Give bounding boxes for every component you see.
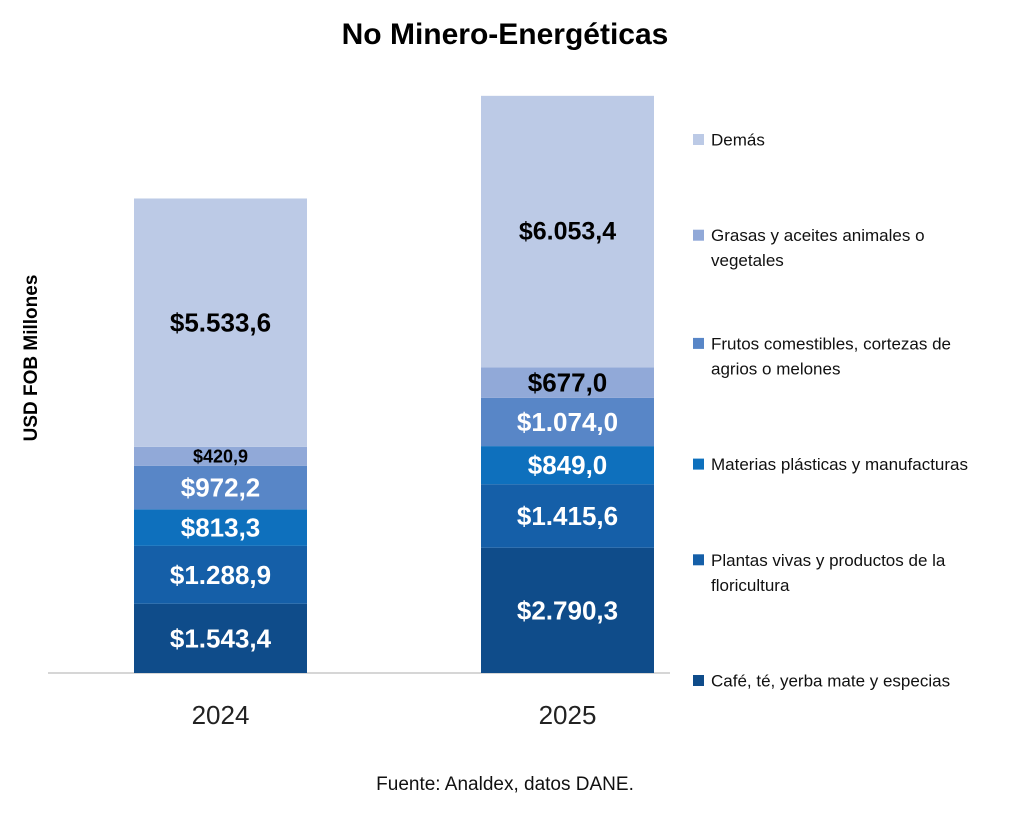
data-label: $420,9: [193, 446, 248, 466]
x-ticks-group: 2024 2025: [192, 700, 597, 730]
legend-label: Demás: [711, 131, 765, 150]
legend-item: Café, té, yerba mate y especias: [693, 672, 950, 691]
legend-item: Plantas vivas y productos de la floricult…: [693, 551, 946, 595]
legend: Café, té, yerba mate y especias Plantas v…: [693, 131, 968, 691]
legend-item: Demás: [693, 131, 765, 150]
bar-segment: [134, 465, 307, 510]
data-label: $1.288,9: [170, 560, 271, 590]
legend-swatch: [693, 229, 704, 241]
bar-segment: [481, 367, 654, 398]
data-label: $813,3: [181, 513, 261, 543]
legend-label: floricultura: [711, 576, 790, 595]
bar-segment: [481, 95, 654, 368]
bar-segment: [134, 198, 307, 447]
legend-label: Plantas vivas y productos de la: [711, 551, 946, 570]
bar-segment: [481, 484, 654, 548]
data-label: $6.053,4: [519, 218, 616, 246]
legend-label: Grasas y aceites animales o: [711, 226, 925, 245]
bar-segment: [134, 446, 307, 466]
legend-item: Frutos comestibles, cortezas de agrios o …: [693, 334, 951, 378]
data-label: $1.074,0: [517, 407, 618, 437]
data-labels-group: $1.543,4 $1.288,9 $813,3 $972,2 $420,9 $5.533…: [170, 218, 618, 654]
bar-segment: [134, 545, 307, 604]
legend-swatch: [693, 337, 704, 349]
y-axis-label: USD FOB Millones: [21, 275, 42, 442]
data-label: $677,0: [528, 368, 608, 398]
bar-segment: [481, 547, 654, 673]
legend-swatch: [693, 134, 704, 145]
data-label: $2.790,3: [517, 595, 618, 625]
bar-segment: [134, 603, 307, 673]
legend-label: agrios o melones: [711, 359, 840, 378]
x-tick-label: 2024: [192, 700, 250, 730]
data-label: $849,0: [528, 450, 608, 480]
legend-label: vegetales: [711, 251, 784, 270]
source-note: Fuente: Analdex, datos DANE.: [376, 774, 634, 795]
bar-segment: [134, 509, 307, 546]
x-tick-label: 2025: [539, 700, 597, 730]
data-label: $5.533,6: [170, 308, 271, 338]
chart-title: No Minero-Energéticas: [342, 18, 669, 51]
data-label: $972,2: [181, 473, 261, 503]
legend-swatch: [693, 458, 704, 470]
legend-item: Grasas y aceites animales o vegetales: [693, 226, 925, 270]
legend-item: Materias plásticas y manufacturas: [693, 455, 968, 474]
legend-label: Materias plásticas y manufacturas: [711, 455, 968, 474]
legend-swatch: [693, 554, 704, 566]
legend-label: Café, té, yerba mate y especias: [711, 672, 950, 691]
data-label: $1.543,4: [170, 623, 272, 653]
bar-segment: [481, 446, 654, 485]
data-label: $1.415,6: [517, 501, 618, 531]
bar-segment: [481, 397, 654, 447]
legend-label: Frutos comestibles, cortezas de: [711, 334, 951, 353]
bars-group: [134, 95, 654, 673]
legend-swatch: [693, 675, 704, 686]
